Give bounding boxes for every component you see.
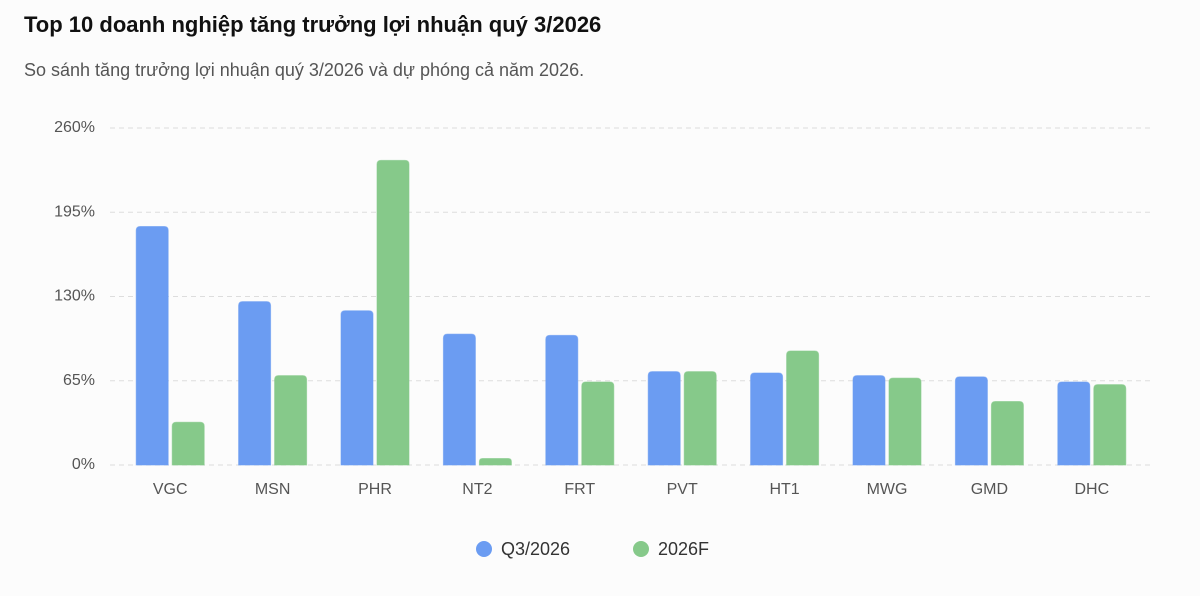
bar xyxy=(1057,381,1091,466)
x-tick-label: PVT xyxy=(667,481,698,498)
bar xyxy=(274,375,308,466)
bar xyxy=(478,458,512,466)
chart-subtitle: So sánh tăng trưởng lợi nhuận quý 3/2026… xyxy=(24,60,584,80)
bar xyxy=(238,301,272,466)
legend-label[interactable]: Q3/2026 xyxy=(501,539,570,559)
bar xyxy=(954,376,988,466)
legend-marker[interactable] xyxy=(633,541,649,557)
x-tick-label: GMD xyxy=(971,481,1008,498)
bar xyxy=(442,333,476,466)
bar xyxy=(545,334,579,466)
x-tick-label: VGC xyxy=(153,481,188,498)
legend-label[interactable]: 2026F xyxy=(658,539,709,559)
x-tick-label: FRT xyxy=(564,481,595,498)
bar xyxy=(171,421,205,466)
y-tick-label: 195% xyxy=(54,203,95,220)
x-tick-label: PHR xyxy=(358,481,392,498)
bar xyxy=(647,371,681,466)
x-tick-label: HT1 xyxy=(769,481,799,498)
legend-marker[interactable] xyxy=(476,541,492,557)
y-tick-label: 65% xyxy=(63,372,95,389)
bar xyxy=(852,375,886,466)
bar xyxy=(340,310,374,466)
bar xyxy=(990,400,1024,466)
x-tick-label: NT2 xyxy=(462,481,492,498)
x-tick-label: MWG xyxy=(867,481,908,498)
y-tick-label: 130% xyxy=(54,288,95,305)
chart-title: Top 10 doanh nghiệp tăng trưởng lợi nhuậ… xyxy=(24,12,601,37)
bar xyxy=(888,377,922,466)
x-tick-label: MSN xyxy=(255,481,291,498)
bar xyxy=(1093,384,1127,466)
bar xyxy=(135,226,169,466)
bar xyxy=(376,159,410,466)
y-tick-label: 260% xyxy=(54,119,95,136)
bar xyxy=(786,350,820,466)
x-tick-label: DHC xyxy=(1074,481,1109,498)
bar xyxy=(581,381,615,466)
bar xyxy=(683,371,717,466)
y-tick-label: 0% xyxy=(72,456,95,473)
bar xyxy=(750,372,784,466)
